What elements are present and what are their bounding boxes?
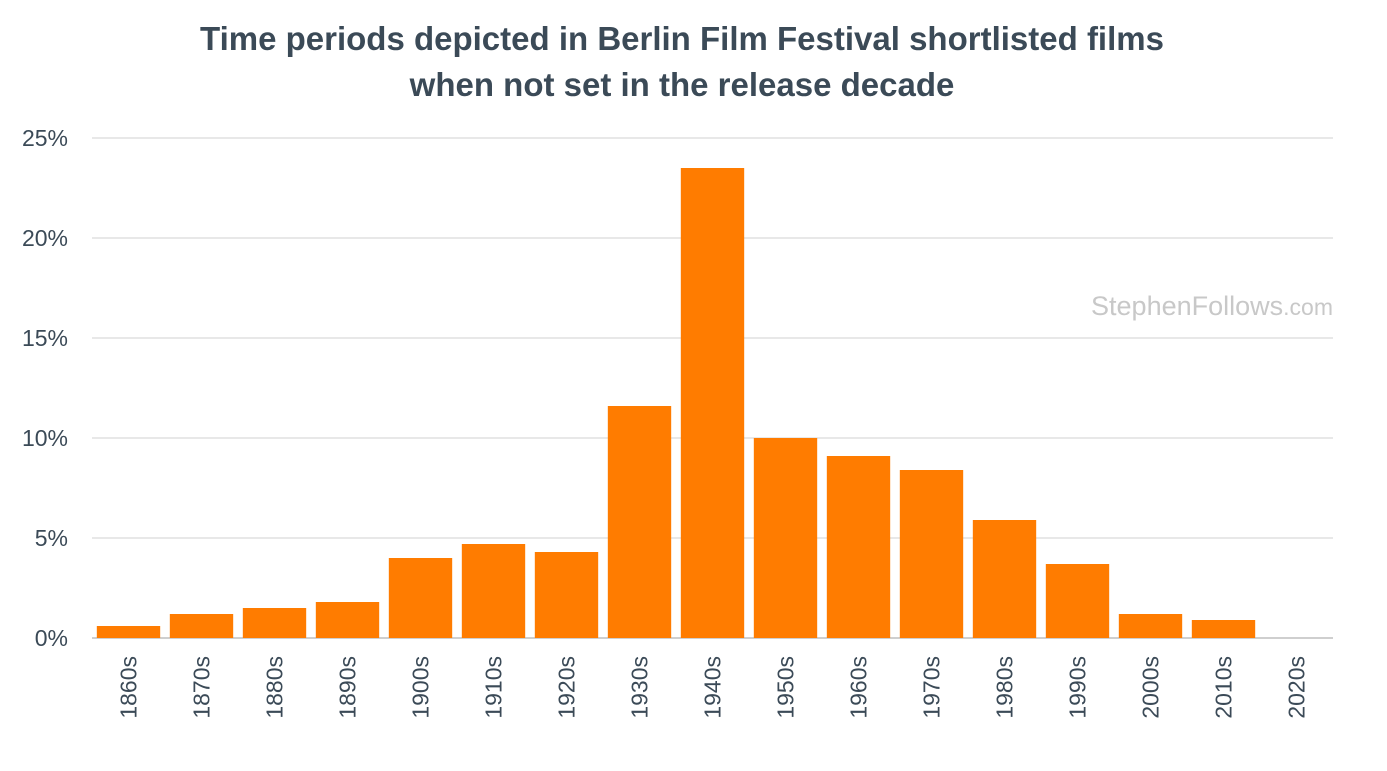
bar-1900s bbox=[388, 558, 453, 638]
bar-2010s bbox=[1191, 620, 1256, 638]
x-tick-label-1970s: 1970s bbox=[919, 656, 945, 719]
bar-2000s bbox=[1118, 614, 1183, 638]
bar-1890s bbox=[315, 602, 380, 638]
x-tick-label-1890s: 1890s bbox=[335, 656, 361, 719]
x-tick-label-1910s: 1910s bbox=[481, 656, 507, 719]
x-tick-label-1960s: 1960s bbox=[846, 656, 872, 719]
y-tick-label-15: 15% bbox=[22, 325, 68, 351]
x-tick-label-2010s: 2010s bbox=[1211, 656, 1237, 719]
y-tick-label-20: 20% bbox=[22, 225, 68, 251]
bar-1860s bbox=[96, 626, 161, 638]
bar-1930s bbox=[607, 406, 672, 638]
x-tick-label-1940s: 1940s bbox=[700, 656, 726, 719]
bar-1990s bbox=[1045, 564, 1110, 638]
x-tick-label-1920s: 1920s bbox=[554, 656, 580, 719]
x-tick-label-1900s: 1900s bbox=[408, 656, 434, 719]
x-tick-label-1870s: 1870s bbox=[189, 656, 215, 719]
bar-1940s bbox=[680, 168, 745, 638]
x-axis-tick-labels: 1860s 1870s 1880s 1890s 1900s 1910s 1920s 1930s… bbox=[116, 656, 1310, 719]
bar-1920s bbox=[534, 552, 599, 638]
bar-1980s bbox=[972, 520, 1037, 638]
bar-1880s bbox=[242, 608, 307, 638]
y-tick-label-10: 10% bbox=[22, 425, 68, 451]
watermark-suffix: .com bbox=[1283, 294, 1333, 320]
chart-title-line-1: Time periods depicted in Berlin Film Fes… bbox=[200, 20, 1164, 57]
x-tick-label-1950s: 1950s bbox=[773, 656, 799, 719]
y-tick-label-5: 5% bbox=[35, 525, 68, 551]
y-tick-label-0: 0% bbox=[35, 625, 68, 651]
x-tick-label-2000s: 2000s bbox=[1138, 656, 1164, 719]
y-axis-tick-labels: 0% 5% 10% 15% 20% 25% bbox=[22, 125, 68, 651]
bar-1870s bbox=[169, 614, 234, 638]
bar-1950s bbox=[753, 438, 818, 638]
watermark-main: StephenFollows bbox=[1091, 291, 1283, 321]
bars bbox=[96, 168, 1256, 638]
x-tick-label-1930s: 1930s bbox=[627, 656, 653, 719]
chart-title: Time periods depicted in Berlin Film Fes… bbox=[0, 16, 1364, 108]
x-tick-label-1990s: 1990s bbox=[1065, 656, 1091, 719]
chart-title-line-2: when not set in the release decade bbox=[409, 66, 955, 103]
bar-1910s bbox=[461, 544, 526, 638]
x-tick-label-1980s: 1980s bbox=[992, 656, 1018, 719]
x-tick-label-2020s: 2020s bbox=[1284, 656, 1310, 719]
bar-1970s bbox=[899, 470, 964, 638]
bar-1960s bbox=[826, 456, 891, 638]
x-tick-label-1860s: 1860s bbox=[116, 656, 142, 719]
watermark-text: StephenFollows.com bbox=[1091, 291, 1333, 321]
x-tick-label-1880s: 1880s bbox=[262, 656, 288, 719]
y-tick-label-25: 25% bbox=[22, 125, 68, 151]
